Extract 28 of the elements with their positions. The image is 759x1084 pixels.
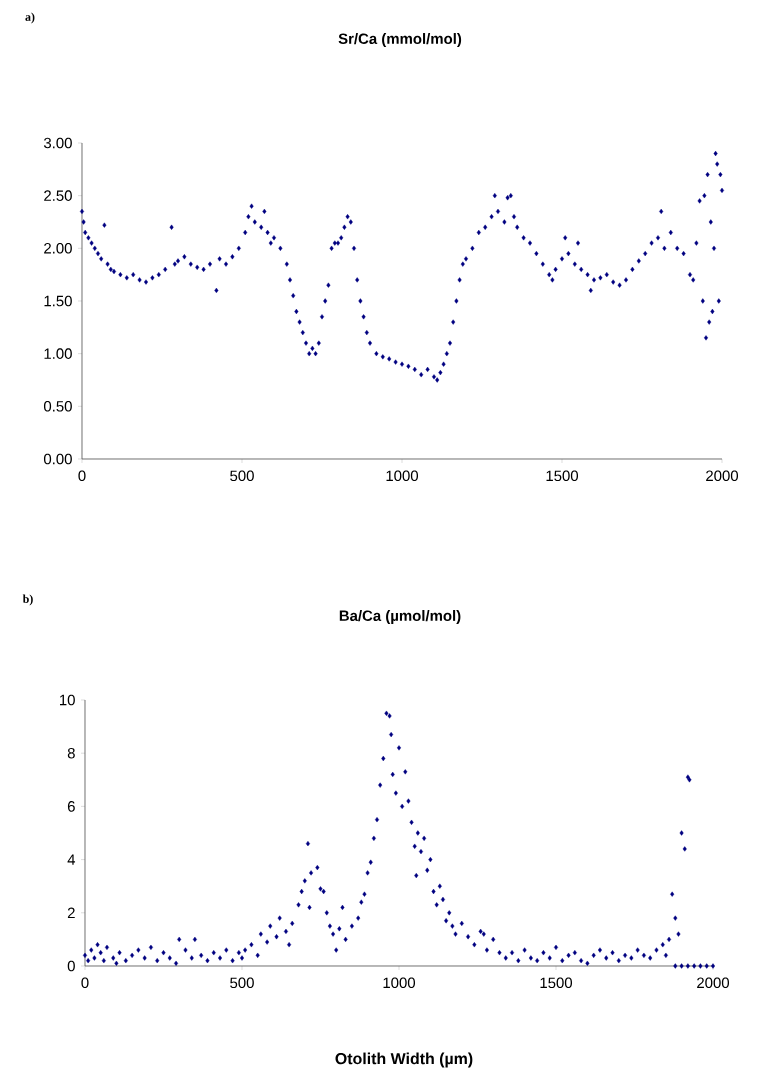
x-tick-label: 1500 bbox=[540, 977, 573, 989]
y-tick-label: 0 bbox=[67, 960, 75, 972]
x-tick-label: 2000 bbox=[697, 977, 730, 989]
y-tick-label: 3.00 bbox=[43, 137, 72, 149]
y-tick-label: 1.50 bbox=[44, 295, 72, 307]
y-tick-label: 0.00 bbox=[43, 453, 72, 465]
x-tick-label: 1000 bbox=[386, 470, 419, 482]
x-tick-label: 1000 bbox=[383, 977, 416, 989]
chart-title: Ba/Ca (µmol/mol) bbox=[339, 610, 461, 624]
text: a) bbox=[25, 12, 35, 24]
x-tick-label: 1500 bbox=[546, 470, 579, 482]
x-tick-label: 2000 bbox=[706, 470, 739, 482]
x-axis-title: Otolith Width (µm) bbox=[335, 1052, 473, 1068]
x-tick-label: 0 bbox=[81, 977, 89, 989]
chart-title: Sr/Ca (mmol/mol) bbox=[338, 33, 462, 47]
y-tick-label: 2.00 bbox=[44, 243, 72, 254]
x-tick-label: 500 bbox=[230, 470, 254, 482]
x-tick-label: 500 bbox=[230, 977, 254, 989]
y-tick-label: 2 bbox=[67, 907, 75, 919]
y-tick-label: 2.50 bbox=[44, 190, 72, 201]
text: b) bbox=[22, 594, 33, 606]
x-tick-label: 0 bbox=[78, 470, 86, 482]
y-tick-label: 8 bbox=[67, 747, 75, 759]
y-tick-label: 4 bbox=[67, 854, 76, 865]
y-tick-label: 10 bbox=[60, 694, 75, 706]
y-tick-label: 0.50 bbox=[43, 401, 72, 412]
y-tick-label: 1.00 bbox=[44, 348, 72, 359]
y-tick-label: 6 bbox=[67, 801, 75, 812]
